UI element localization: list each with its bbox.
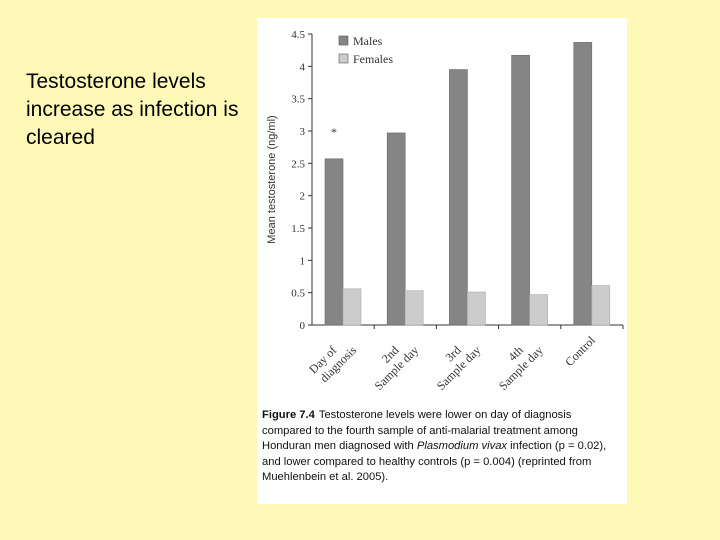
y-tick-label: 0 <box>300 320 306 332</box>
bar-males <box>449 69 468 326</box>
y-tick-label: 4 <box>300 61 306 73</box>
legend-label-females: Females <box>353 52 393 66</box>
y-tick-label: 1.5 <box>291 223 305 235</box>
y-tick-label: 2.5 <box>291 158 305 170</box>
legend-swatch-females <box>338 53 349 64</box>
bar-males <box>386 132 406 326</box>
legend-label-males: Males <box>353 34 383 48</box>
bar-females <box>467 291 486 326</box>
x-tick-label: Day ofdiagnosis <box>306 333 359 386</box>
y-tick-label: 2 <box>300 191 306 203</box>
x-tick-label: Control <box>562 333 598 369</box>
legend-swatch-males <box>338 35 349 46</box>
bar-females <box>529 294 548 326</box>
caption-italic: Plasmodium vivax <box>416 440 508 453</box>
bar-females <box>404 290 424 326</box>
y-tick-label: 0.5 <box>291 288 305 300</box>
x-tick-label: 2ndSample day <box>362 333 422 393</box>
bar-females <box>591 285 611 326</box>
bar-males <box>324 158 344 326</box>
bar-females <box>342 288 362 326</box>
figure-panel: 0 0.5 1 1.5 2 2.5 3 3.5 4 4.5 Mean testosterone (n… <box>257 18 627 504</box>
caption-text-after: infection (p = 0.02), and lower compared… <box>262 440 607 484</box>
significance-marker: * <box>331 125 337 139</box>
bar-males <box>573 42 593 326</box>
bar-chart: 0 0.5 1 1.5 2 2.5 3 3.5 4 4.5 Mean testosterone (n… <box>266 29 624 393</box>
y-tick-label: 4.5 <box>291 29 305 41</box>
y-tick-label: 3.5 <box>291 94 305 106</box>
y-tick-label: 1 <box>300 255 306 267</box>
bar-males <box>511 55 530 326</box>
x-tick-label: 3rdSample day <box>424 333 484 393</box>
figure-label: Figure 7.4 <box>262 409 315 421</box>
slide-text: Testosterone levels increase as infectio… <box>26 70 239 149</box>
y-axis-label: Mean testosterone (ng/ml) <box>266 115 278 243</box>
x-tick-label: 4thSample day <box>486 333 546 393</box>
figure-caption: Figure 7.4 Testosterone levels were lower… <box>262 408 622 486</box>
caption-text-before: Testosterone levels were lower on day of… <box>262 409 578 453</box>
y-tick-label: 3 <box>300 126 306 138</box>
